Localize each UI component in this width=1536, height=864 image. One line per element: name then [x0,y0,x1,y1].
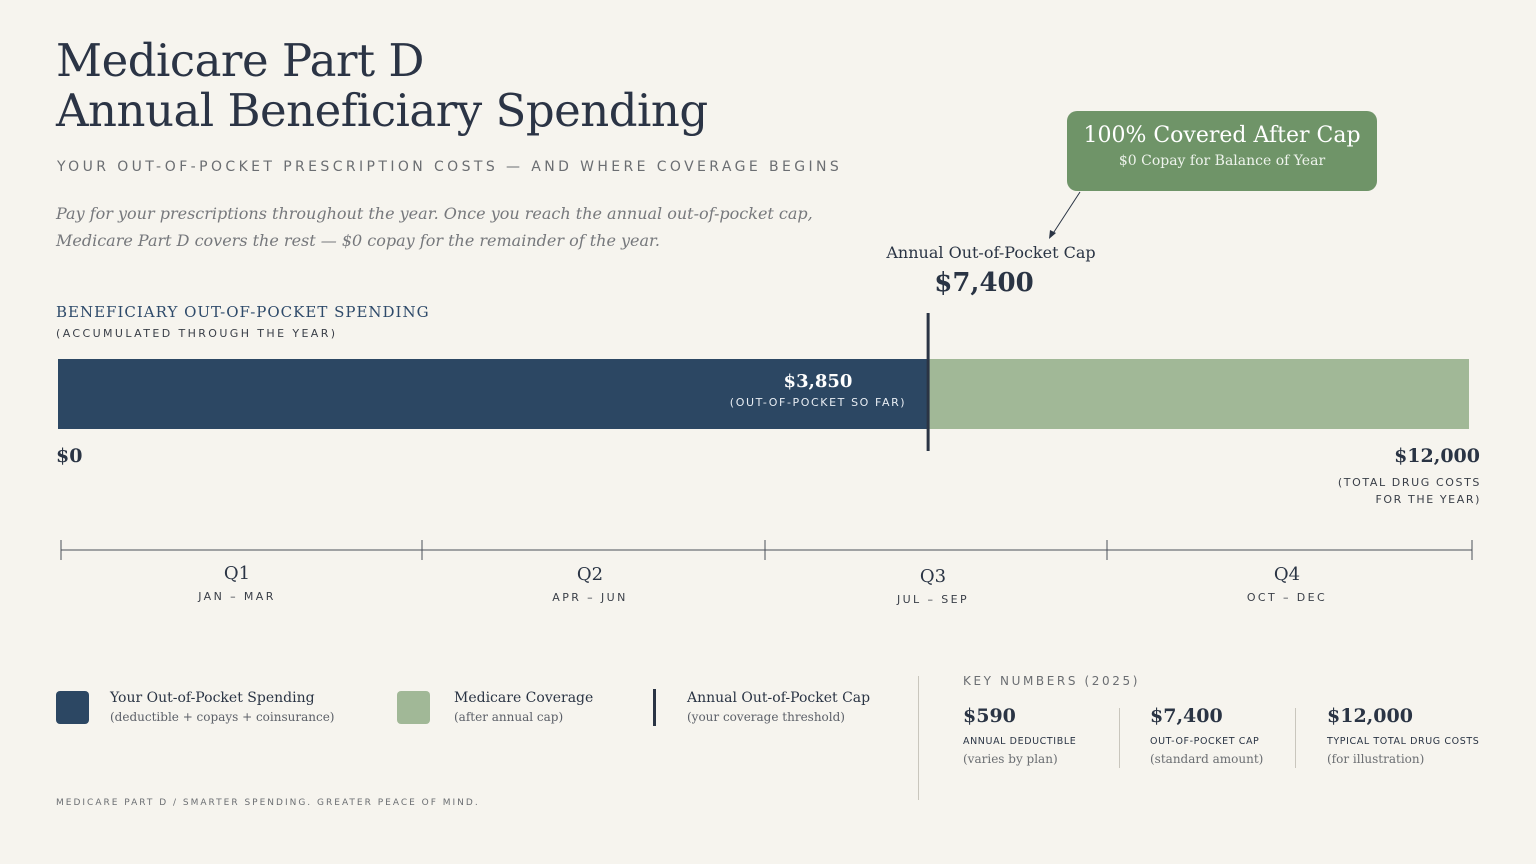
key-number-note: (standard amount) [1150,752,1264,766]
legend-swatch-cap-line [653,689,656,726]
quarter-months: JUL – SEP [896,593,970,606]
bar-value-label: $3,850 (OUT-OF-POCKET SO FAR) [718,371,918,409]
bar-value: $3,850 [783,371,853,392]
legend-note: (deductible + copays + coinsurance) [110,710,335,724]
legend-item-coverage: Medicare Coverage (after annual cap) [454,690,593,724]
quarter-q4: Q4 OCT – DEC [1207,564,1367,604]
key-numbers-title: KEY NUMBERS (2025) [963,674,1140,688]
key-number-note: (varies by plan) [963,752,1058,766]
quarter-label: Q3 [919,566,947,587]
bar-segment-coverage [928,359,1469,429]
key-number-label: TYPICAL TOTAL DRUG COSTS [1327,736,1480,747]
title-line-2: Annual Beneficiary Spending [56,84,708,137]
axis-max-note-line-2: FOR THE YEAR) [1375,493,1481,506]
legend-swatch-coverage [397,691,430,724]
intro-text: Pay for your prescriptions throughout th… [56,200,816,254]
axis-max-note-line-1: (TOTAL DRUG COSTS [1337,476,1481,489]
quarter-months: APR – JUN [552,591,628,604]
intro-line-1: Pay for your prescriptions throughout th… [56,204,813,223]
legend-note: (your coverage threshold) [687,710,845,724]
quarter-label: Q2 [576,564,604,585]
intro-line-2: Medicare Part D covers the rest — $0 cop… [56,231,661,250]
key-number-value: $590 [963,705,1016,727]
quarter-q2: Q2 APR – JUN [510,564,670,604]
bar-segment-out-of-pocket [58,359,929,429]
callout-title: 100% Covered After Cap [1083,123,1361,148]
coverage-callout: 100% Covered After Cap $0 Copay for Bala… [1067,111,1377,191]
key-number-value: $7,400 [1150,705,1223,727]
key-number-cap: $7,400 OUT-OF-POCKET CAP (standard amoun… [1150,705,1263,766]
axis-max-note: (TOTAL DRUG COSTS FOR THE YEAR) [1281,474,1481,508]
key-number-deductible: $590 ANNUAL DEDUCTIBLE (varies by plan) [963,705,1076,766]
legend-item-out-of-pocket: Your Out-of-Pocket Spending (deductible … [110,690,334,724]
quarter-months: JAN – MAR [198,590,276,603]
key-number-label: ANNUAL DEDUCTIBLE [963,736,1077,747]
legend-swatch-out-of-pocket [56,691,89,724]
quarter-label: Q1 [223,563,251,584]
quarter-months: OCT – DEC [1246,591,1328,604]
section-subtitle: (ACCUMULATED THROUGH THE YEAR) [56,327,338,340]
key-item-divider [1295,708,1296,768]
legend-title: Medicare Coverage [454,690,594,706]
page-footer: MEDICARE PART D / SMARTER SPENDING. GREA… [56,798,480,808]
legend-note: (after annual cap) [454,710,564,724]
key-numbers-divider [918,676,919,800]
axis-max-label: $12,000 [1394,445,1480,467]
key-number-value: $12,000 [1327,705,1413,727]
callout-pointer-arrowhead [1049,230,1056,239]
quarter-label: Q4 [1273,564,1301,585]
legend-item-cap: Annual Out-of-Pocket Cap (your coverage … [687,690,870,724]
title-line-1: Medicare Part D [56,34,424,87]
bar-value-note: (OUT-OF-POCKET SO FAR) [729,396,907,409]
section-title: BENEFICIARY OUT-OF-POCKET SPENDING [56,303,430,321]
callout-subtitle: $0 Copay for Balance of Year [1118,153,1326,169]
axis-min-label: $0 [56,445,83,467]
page-subtitle: YOUR OUT-OF-POCKET PRESCRIPTION COSTS — … [57,159,843,175]
key-number-note: (for illustration) [1327,752,1425,766]
callout-pointer-line [1051,191,1081,236]
key-number-total: $12,000 TYPICAL TOTAL DRUG COSTS (for il… [1327,705,1479,766]
legend-title: Your Out-of-Pocket Spending [110,690,315,706]
key-item-divider [1119,708,1120,768]
cap-value: $7,400 [934,268,1034,298]
legend-title: Annual Out-of-Pocket Cap [687,690,871,706]
cap-label: Annual Out-of-Pocket Cap [886,243,1096,262]
page-title: Medicare Part D Annual Beneficiary Spend… [56,36,708,136]
quarter-q1: Q1 JAN – MAR [157,563,317,603]
key-number-label: OUT-OF-POCKET CAP [1150,736,1260,747]
quarter-q3: Q3 JUL – SEP [853,566,1013,606]
